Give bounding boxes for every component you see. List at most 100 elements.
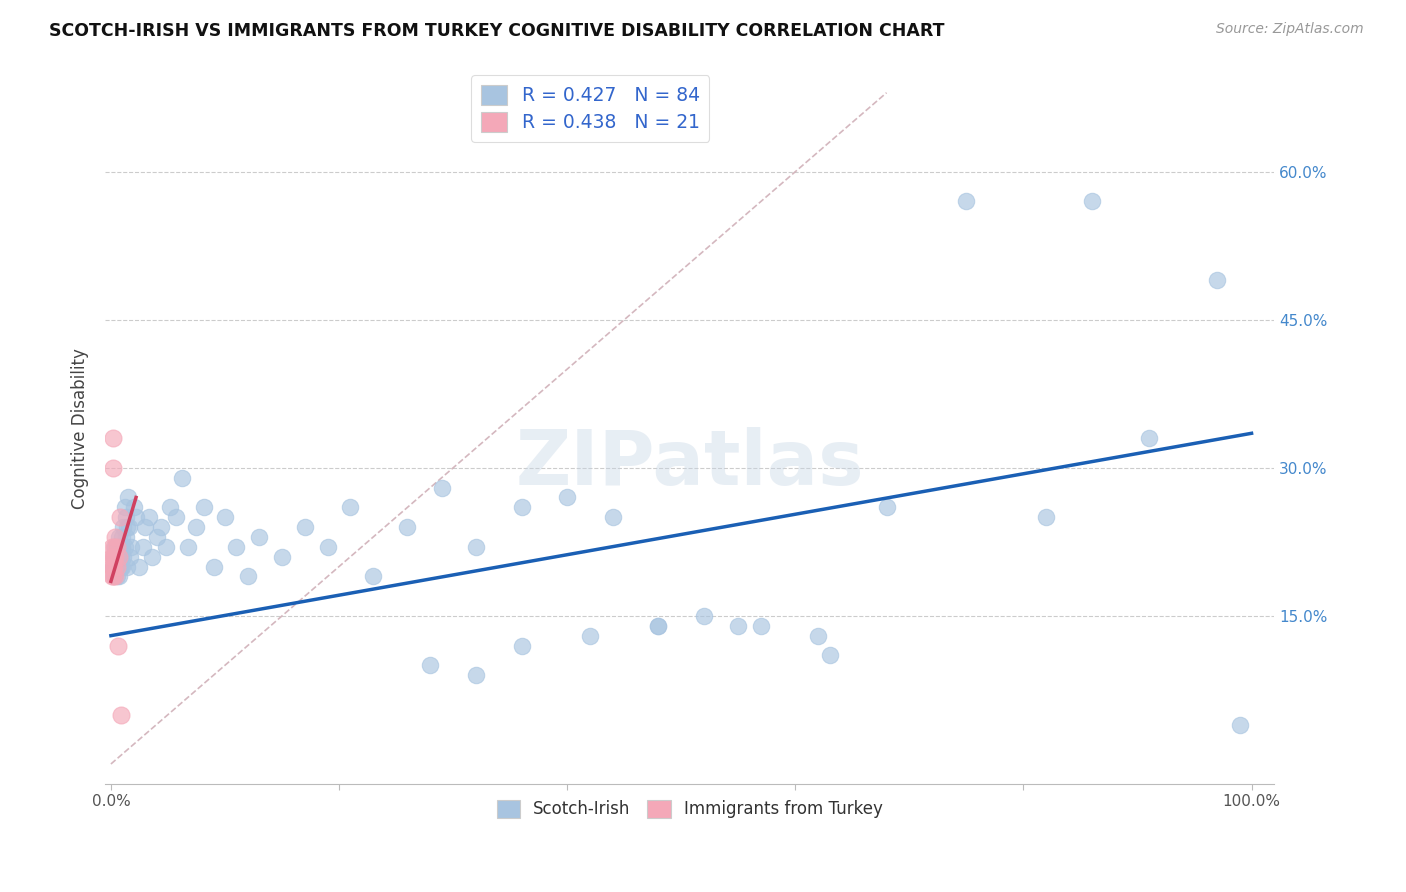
Point (105, 549, 128, 564)
Point (464, 540, 486, 554)
Point (108, 549, 131, 564)
Point (104, 530, 127, 544)
Point (103, 559, 125, 574)
Point (114, 530, 136, 544)
Point (807, 629, 830, 643)
Point (155, 540, 177, 554)
Point (104, 569, 127, 583)
Point (159, 500, 181, 515)
Point (103, 460, 125, 475)
Y-axis label: Cognitive Disability: Cognitive Disability (72, 348, 89, 508)
Point (125, 510, 148, 524)
Point (165, 510, 187, 524)
Point (103, 549, 125, 564)
Point (170, 471, 193, 485)
Point (111, 530, 134, 544)
Point (225, 540, 247, 554)
Point (114, 500, 136, 515)
Point (107, 540, 129, 554)
Point (105, 540, 128, 554)
Point (430, 481, 453, 495)
Point (132, 540, 155, 554)
Point (103, 431, 125, 445)
Point (602, 510, 624, 524)
Point (108, 540, 131, 554)
Point (114, 510, 136, 524)
Point (555, 491, 578, 505)
Point (361, 569, 384, 583)
Point (876, 500, 898, 515)
Point (108, 510, 131, 524)
Point (727, 619, 749, 633)
Point (108, 569, 131, 583)
Point (141, 549, 163, 564)
Point (120, 549, 142, 564)
Point (105, 540, 128, 554)
Point (693, 608, 716, 623)
Point (510, 500, 533, 515)
Point (104, 540, 127, 554)
Point (111, 540, 134, 554)
Point (107, 559, 129, 574)
Point (111, 559, 134, 574)
Point (247, 530, 270, 544)
Point (1081, 194, 1104, 209)
Point (214, 510, 236, 524)
Point (103, 559, 125, 574)
Point (236, 569, 259, 583)
Point (1035, 510, 1057, 524)
Point (150, 520, 173, 534)
Point (115, 520, 138, 534)
Point (339, 500, 361, 515)
Point (122, 500, 145, 515)
Point (103, 549, 125, 564)
Point (1229, 717, 1251, 731)
Point (177, 540, 200, 554)
Point (464, 668, 486, 682)
Point (145, 530, 167, 544)
Point (120, 540, 142, 554)
Point (104, 549, 127, 564)
Point (105, 559, 128, 574)
Point (749, 619, 772, 633)
Point (128, 559, 150, 574)
Point (647, 619, 669, 633)
Point (138, 510, 160, 524)
Point (186, 520, 208, 534)
Text: ZIPatlas: ZIPatlas (516, 427, 865, 501)
Legend: Scotch-Irish, Immigrants from Turkey: Scotch-Irish, Immigrants from Turkey (491, 793, 890, 825)
Point (419, 658, 441, 673)
Point (103, 540, 125, 554)
Point (134, 520, 156, 534)
Point (103, 559, 125, 574)
Point (117, 491, 139, 505)
Point (818, 648, 841, 663)
Point (103, 549, 125, 564)
Point (271, 549, 294, 564)
Point (193, 500, 215, 515)
Text: SCOTCH-IRISH VS IMMIGRANTS FROM TURKEY COGNITIVE DISABILITY CORRELATION CHART: SCOTCH-IRISH VS IMMIGRANTS FROM TURKEY C… (49, 22, 945, 40)
Point (294, 520, 316, 534)
Point (103, 569, 125, 583)
Point (118, 520, 141, 534)
Point (396, 520, 419, 534)
Point (108, 559, 131, 574)
Point (110, 707, 132, 722)
Point (955, 194, 977, 209)
Point (112, 520, 135, 534)
Point (105, 569, 128, 583)
Point (316, 540, 339, 554)
Point (510, 639, 533, 653)
Point (110, 559, 132, 574)
Point (579, 629, 602, 643)
Point (108, 549, 131, 564)
Point (101, 549, 124, 564)
Point (108, 549, 131, 564)
Point (101, 559, 124, 574)
Text: Source: ZipAtlas.com: Source: ZipAtlas.com (1216, 22, 1364, 37)
Point (114, 540, 136, 554)
Point (647, 619, 669, 633)
Point (112, 549, 135, 564)
Point (1137, 431, 1160, 445)
Point (1206, 273, 1229, 287)
